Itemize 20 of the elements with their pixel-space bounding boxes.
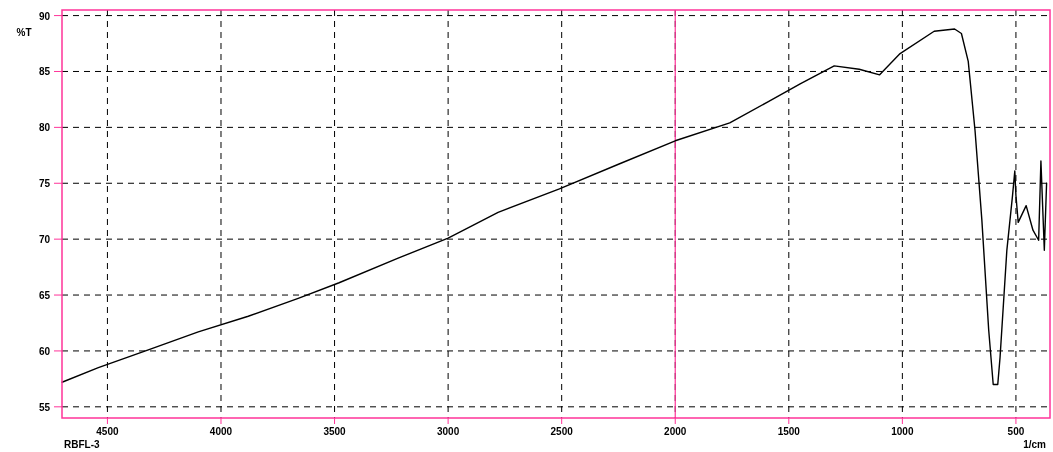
y-tick-label: 75 [38,178,51,190]
y-tick-label: 85 [38,66,51,78]
x-tick-label: 1500 [777,426,801,437]
x-tick-label: 2500 [550,426,574,437]
x-tick-label: 1000 [891,426,914,437]
y-tick-label: 70 [38,234,51,246]
x-tick-label: 500 [1007,426,1025,437]
text: RBFL-3 [64,439,100,450]
x-tick-label: 2000 [664,426,687,437]
y-tick-label: 60 [38,345,51,357]
y-tick-label: 65 [38,290,51,302]
y-tick-label: 90 [38,10,51,22]
x-tick-label: 4000 [209,426,233,437]
x-tick-label: 3000 [436,426,460,437]
y-tick-label: 80 [38,122,51,134]
x-axis-title: 1/cm [1023,439,1047,450]
y-axis-title: %T [16,26,32,38]
y-tick-label: 55 [38,401,51,413]
x-tick-label: 4500 [96,426,119,437]
x-tick-label: 3500 [323,426,347,437]
